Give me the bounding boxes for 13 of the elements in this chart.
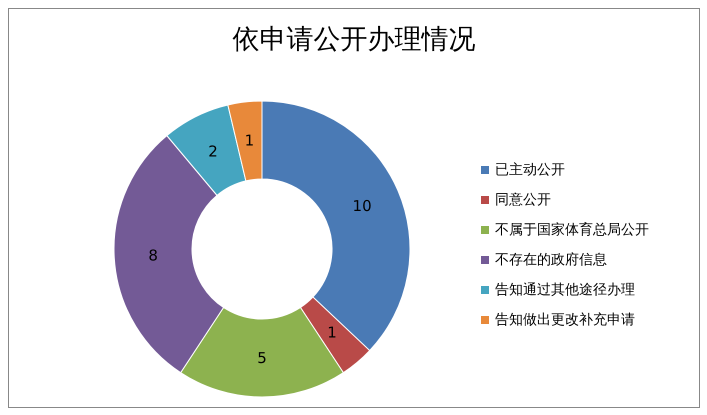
data-label: 8	[148, 246, 158, 264]
chart-title: 依申请公开办理情况	[232, 23, 476, 57]
legend-label: 已主动公开	[495, 161, 565, 179]
data-label: 2	[208, 142, 218, 161]
legend-label: 告知做出更改补充申请	[495, 311, 635, 329]
data-label: 5	[257, 349, 267, 367]
legend-label: 同意公开	[495, 191, 551, 209]
data-label: 1	[327, 324, 337, 342]
data-label: 10	[352, 196, 372, 215]
legend-label: 不存在的政府信息	[495, 251, 607, 269]
data-label: 1	[244, 132, 254, 150]
legend-label: 告知通过其他途径办理	[495, 281, 635, 299]
legend-label: 不属于国家体育总局公开	[495, 221, 649, 239]
